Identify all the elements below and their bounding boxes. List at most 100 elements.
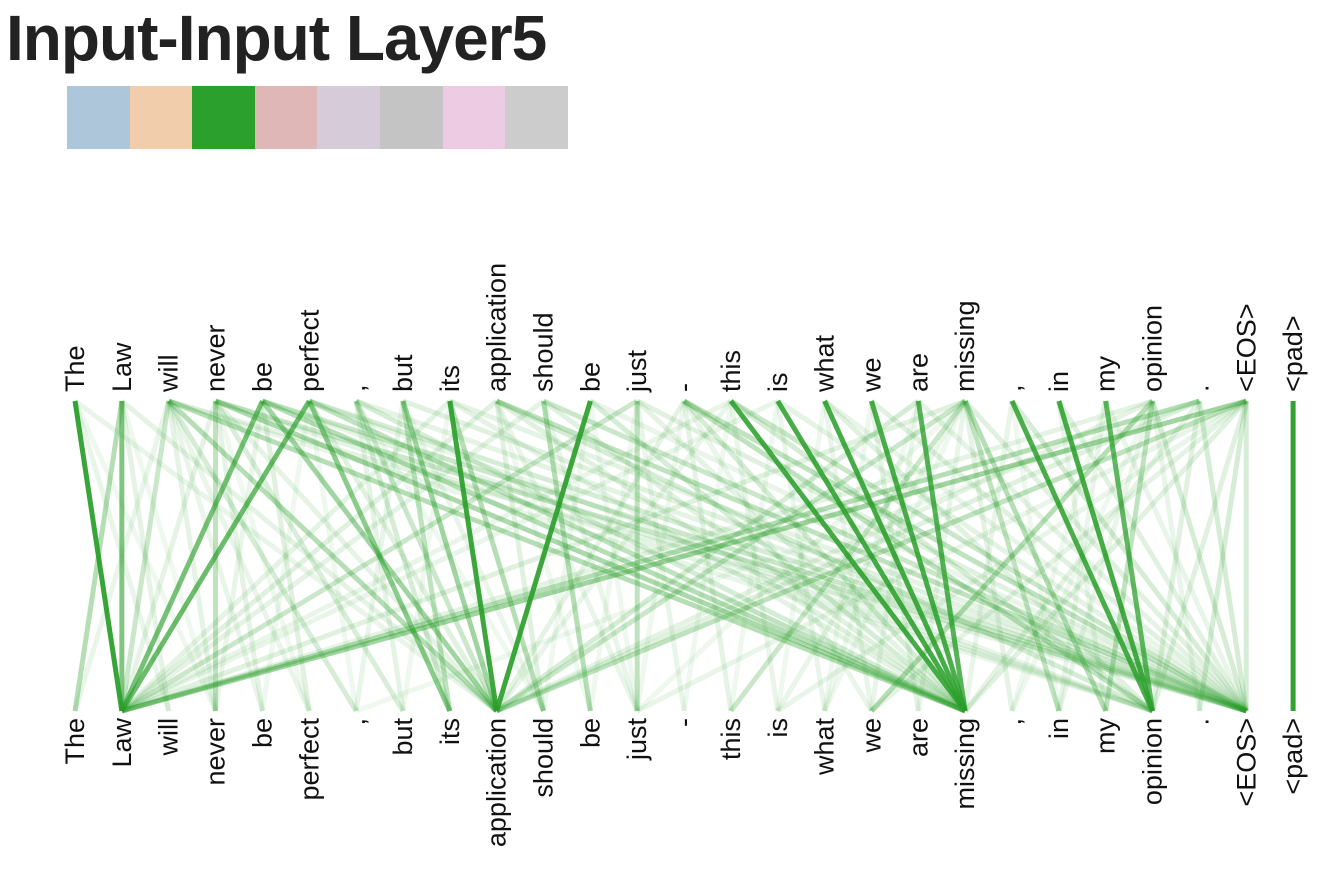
target-token[interactable]: my xyxy=(1091,718,1121,754)
target-token[interactable]: perfect xyxy=(294,718,324,801)
attention-link xyxy=(869,399,1248,713)
target-token[interactable]: missing xyxy=(950,718,980,810)
target-token[interactable]: just xyxy=(622,718,652,762)
source-token[interactable]: <pad> xyxy=(1278,315,1308,392)
attention-link xyxy=(213,400,265,712)
target-token[interactable]: its xyxy=(435,718,465,745)
target-token[interactable]: <EOS> xyxy=(1231,718,1261,807)
source-token[interactable]: are xyxy=(903,353,933,392)
attention-link xyxy=(776,398,1248,714)
head-swatch-0[interactable] xyxy=(67,86,130,149)
attention-link xyxy=(915,400,968,712)
attention-link xyxy=(822,400,874,712)
head-swatch-1[interactable] xyxy=(129,86,193,149)
source-token[interactable]: its xyxy=(435,365,465,392)
attention-link xyxy=(1056,399,1249,713)
target-token[interactable]: Law xyxy=(107,717,137,767)
attention-link xyxy=(400,400,500,712)
target-token[interactable]: we xyxy=(856,718,886,754)
target-token[interactable]: but xyxy=(388,718,418,756)
target-token[interactable]: never xyxy=(201,718,231,786)
attention-link xyxy=(494,399,687,713)
head-swatch-2[interactable] xyxy=(192,86,255,149)
source-token[interactable]: , xyxy=(997,384,1027,392)
target-token[interactable]: be xyxy=(575,718,605,748)
attention-link xyxy=(588,399,967,713)
target-token[interactable]: what xyxy=(810,718,840,777)
target-token[interactable]: application xyxy=(482,718,512,847)
attention-link xyxy=(635,399,967,713)
source-token[interactable]: Law xyxy=(107,342,137,392)
attention-link xyxy=(120,398,733,714)
attention-link xyxy=(119,400,218,712)
source-token[interactable]: this xyxy=(716,350,746,392)
source-token[interactable]: . xyxy=(1184,384,1214,392)
source-token[interactable]: just xyxy=(622,349,652,393)
target-token[interactable]: - xyxy=(669,718,699,727)
source-token[interactable]: my xyxy=(1091,356,1121,392)
attention-link xyxy=(634,400,687,712)
source-token[interactable]: application xyxy=(482,263,512,392)
attention-link xyxy=(261,398,1154,714)
attention-link xyxy=(1196,400,1249,712)
attention-link xyxy=(166,400,219,712)
source-token[interactable]: The xyxy=(60,345,90,392)
source-token[interactable]: we xyxy=(856,357,886,393)
head-swatch-4[interactable] xyxy=(317,86,380,149)
attention-link xyxy=(261,398,1248,714)
source-token[interactable]: - xyxy=(669,383,699,392)
attention-link xyxy=(729,398,1155,714)
target-token[interactable]: in xyxy=(1044,718,1074,739)
attention-link xyxy=(728,400,781,712)
attention-link xyxy=(635,399,967,713)
target-token[interactable]: opinion xyxy=(1138,718,1168,805)
target-token[interactable]: The xyxy=(60,718,90,765)
source-token[interactable]: missing xyxy=(950,300,980,392)
attention-link xyxy=(776,398,1248,714)
target-token[interactable]: , xyxy=(997,718,1027,726)
attention-link xyxy=(494,400,593,712)
attention-link xyxy=(168,398,1247,714)
source-token[interactable]: what xyxy=(810,334,840,393)
attention-link xyxy=(915,400,968,712)
source-token[interactable]: is xyxy=(763,373,793,393)
head-swatch-5[interactable] xyxy=(379,86,443,149)
target-token[interactable]: are xyxy=(903,718,933,757)
target-token[interactable]: , xyxy=(341,718,371,726)
attention-link xyxy=(119,400,172,712)
source-token[interactable]: be xyxy=(575,362,605,392)
source-token[interactable]: , xyxy=(341,384,371,392)
target-token[interactable]: this xyxy=(716,718,746,760)
source-token[interactable]: perfect xyxy=(294,309,324,392)
source-token[interactable]: be xyxy=(247,362,277,392)
target-token[interactable]: is xyxy=(763,718,793,738)
attention-link xyxy=(259,400,312,712)
target-token[interactable]: should xyxy=(529,718,559,798)
source-token[interactable]: should xyxy=(529,312,559,392)
source-token[interactable]: never xyxy=(201,324,231,392)
attention-link xyxy=(72,400,125,712)
attention-link xyxy=(119,400,172,712)
attention-link xyxy=(261,398,967,714)
source-token[interactable]: will xyxy=(154,355,184,394)
source-token[interactable]: <EOS> xyxy=(1231,303,1261,392)
head-swatch-3[interactable] xyxy=(254,86,318,149)
attention-link xyxy=(1196,400,1249,712)
target-token[interactable]: will xyxy=(154,718,184,757)
head-swatch-6[interactable] xyxy=(442,86,506,149)
target-token[interactable]: be xyxy=(247,718,277,748)
attention-link xyxy=(868,400,921,712)
target-token[interactable]: . xyxy=(1184,718,1214,726)
head-swatch-7[interactable] xyxy=(505,86,568,149)
source-token[interactable]: but xyxy=(388,354,418,392)
attention-link xyxy=(353,400,406,712)
attention-link xyxy=(167,398,967,714)
source-token[interactable]: in xyxy=(1044,371,1074,392)
source-token[interactable]: opinion xyxy=(1138,305,1168,392)
target-token[interactable]: <pad> xyxy=(1278,718,1308,795)
attention-link xyxy=(682,398,1154,714)
page-title: Input-Input Layer5 xyxy=(6,2,547,74)
attention-link xyxy=(120,399,499,713)
attention-link xyxy=(495,398,1201,714)
attention-link xyxy=(1103,399,1249,713)
